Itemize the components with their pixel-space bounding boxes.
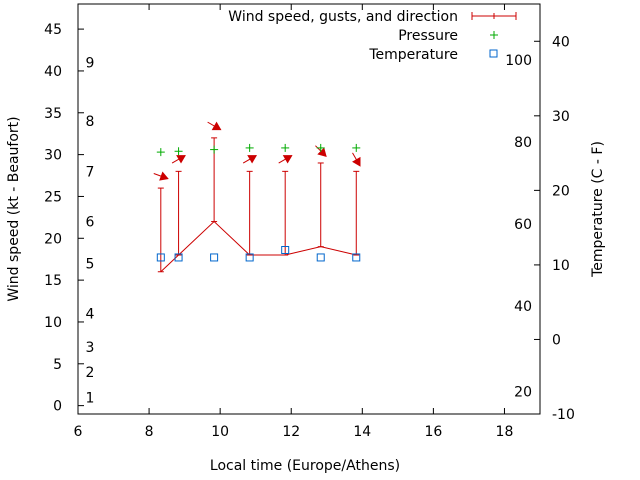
legend-wind-swatch <box>471 12 517 20</box>
wind-speed-line <box>160 220 357 273</box>
y-axis: 0 5 10 15 20 25 30 35 40 45 <box>44 22 84 415</box>
y2-tick-label: 0 <box>552 332 561 348</box>
temperature-point <box>245 253 254 262</box>
x-tick-label: 6 <box>74 424 83 440</box>
y2-tick-label: 40 <box>552 34 570 50</box>
y-tick-label: 15 <box>44 273 62 289</box>
wind-direction-arrow <box>278 155 293 164</box>
beaufort-label: 9 <box>86 56 95 72</box>
beaufort-label: 6 <box>86 215 95 231</box>
y-tick-label: 0 <box>53 399 62 415</box>
pressure-point <box>352 143 361 152</box>
legend-pressure-swatch <box>490 31 498 39</box>
fahrenheit-label: 80 <box>514 135 532 151</box>
pressure-point <box>156 148 165 157</box>
y-tick-label: 45 <box>44 22 62 38</box>
legend-label-wind: Wind speed, gusts, and direction <box>228 9 458 25</box>
y-tick-label: 25 <box>44 189 62 205</box>
temperature-point <box>174 253 183 262</box>
beaufort-label: 4 <box>86 307 95 323</box>
beaufort-label: 1 <box>86 390 95 406</box>
fahrenheit-scale: 20 40 60 80 100 <box>505 53 532 401</box>
pressure-point <box>245 143 254 152</box>
y-tick-label: 40 <box>44 64 62 80</box>
beaufort-label: 3 <box>86 340 95 356</box>
temperature-point <box>352 253 361 262</box>
y2-tick-label: 20 <box>552 183 570 199</box>
fahrenheit-label: 60 <box>514 217 532 233</box>
legend-label-temperature: Temperature <box>368 47 458 63</box>
arrow-head <box>211 121 222 131</box>
pressure-point <box>316 143 325 152</box>
wind-direction-arrow <box>207 121 222 131</box>
x-tick-label: 16 <box>424 424 442 440</box>
arrow-head <box>282 155 293 164</box>
temperature-point <box>156 253 165 262</box>
y-tick-label: 30 <box>44 148 62 164</box>
x-tick-label: 14 <box>353 424 371 440</box>
y2-tick-label: -10 <box>552 407 575 423</box>
pressure-point <box>174 147 183 156</box>
legend-label-pressure: Pressure <box>398 28 458 44</box>
wind-direction-arrow <box>171 155 186 164</box>
fahrenheit-label: 20 <box>514 385 532 401</box>
y-tick-label: 35 <box>44 106 62 122</box>
y-axis-label: Wind speed (kt - Beaufort) <box>6 116 22 301</box>
plot-frame <box>77 3 541 415</box>
temperature-point <box>281 246 290 254</box>
y2-axis-label: Temperature (C - F) <box>590 141 606 278</box>
y2-tick-label: 30 <box>552 109 570 125</box>
beaufort-scale: 1 2 3 4 5 6 7 8 9 <box>86 56 95 407</box>
arrow-head <box>159 171 169 181</box>
y-tick-label: 20 <box>44 231 62 247</box>
x-axis-label: Local time (Europe/Athens) <box>210 458 400 474</box>
fahrenheit-label: 100 <box>505 53 532 69</box>
beaufort-label: 5 <box>86 256 95 272</box>
beaufort-label: 2 <box>86 365 95 381</box>
legend: Wind speed, gusts, and direction Pressur… <box>228 9 517 63</box>
temperature-point <box>316 253 325 262</box>
y2-axis: -10 0 10 20 30 40 <box>534 34 575 423</box>
arrow-head <box>176 155 186 164</box>
beaufort-label: 8 <box>86 114 95 130</box>
y2-tick-label: 10 <box>552 258 570 274</box>
x-tick-label: 10 <box>211 424 229 440</box>
x-tick-label: 18 <box>496 424 514 440</box>
pressure-point <box>281 143 290 152</box>
y-tick-label: 5 <box>53 357 62 373</box>
fahrenheit-label: 40 <box>514 299 532 315</box>
temperature-point <box>210 253 219 262</box>
x-tick-label: 12 <box>282 424 300 440</box>
wind-direction-arrow <box>352 152 361 167</box>
arrow-head <box>247 155 258 164</box>
y-tick-label: 10 <box>44 315 62 331</box>
wind-direction-arrow <box>153 171 169 181</box>
wind-direction-arrow <box>242 155 258 164</box>
beaufort-label: 7 <box>86 164 95 180</box>
x-tick-label: 8 <box>145 424 154 440</box>
chart-marks <box>153 121 361 273</box>
x-axis: 6 8 10 12 14 16 18 <box>74 4 514 440</box>
legend-temperature-swatch <box>489 49 498 58</box>
arrow-head <box>352 156 361 167</box>
pressure-point <box>210 145 219 154</box>
